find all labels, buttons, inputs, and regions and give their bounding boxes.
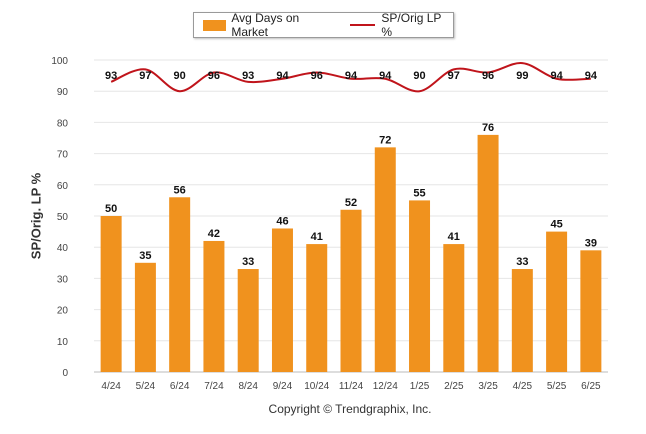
legend-swatch-line bbox=[350, 24, 376, 26]
y-tick-label: 80 bbox=[57, 118, 69, 129]
y-tick-label: 60 bbox=[57, 181, 69, 192]
x-axis: 4/24 5/24 6/24 7/24 8/24 9/24 10/24 11/24 12/24 1… bbox=[101, 381, 601, 392]
bar-5/25 bbox=[546, 231, 568, 372]
legend-item-bars[interactable]: Avg Days on Market bbox=[194, 11, 336, 39]
line-value-label: 97 bbox=[448, 70, 460, 82]
y-tick-label: 50 bbox=[57, 212, 69, 223]
line-value-label: 94 bbox=[276, 70, 289, 82]
bar-10/24 bbox=[306, 244, 328, 372]
bar-series bbox=[100, 134, 602, 372]
line-value-label: 94 bbox=[345, 70, 358, 82]
bar-5/24 bbox=[134, 262, 156, 372]
x-tick-label: 10/24 bbox=[304, 381, 329, 392]
x-tick-label: 8/24 bbox=[238, 381, 258, 392]
bar-value-label: 41 bbox=[448, 231, 460, 243]
bar-4/25 bbox=[511, 269, 533, 372]
x-tick-label: 5/25 bbox=[547, 381, 567, 392]
bar-12/24 bbox=[374, 147, 396, 372]
copyright-text: Copyright © Trendgraphix, Inc. bbox=[268, 402, 432, 416]
line-path bbox=[110, 62, 591, 93]
line-value-label: 94 bbox=[585, 70, 598, 82]
x-tick-label: 1/25 bbox=[410, 381, 430, 392]
bar-data-labels: 50 35 56 42 33 46 41 52 72 55 41 76 33 45 39 bbox=[105, 122, 597, 268]
line-value-label: 96 bbox=[208, 70, 220, 82]
bar-value-label: 56 bbox=[174, 184, 186, 196]
y-tick-label: 70 bbox=[57, 150, 69, 161]
bar-value-label: 46 bbox=[276, 215, 288, 227]
bar-value-label: 72 bbox=[379, 134, 391, 146]
x-tick-label: 6/25 bbox=[581, 381, 601, 392]
line-series bbox=[110, 62, 591, 93]
x-tick-label: 12/24 bbox=[373, 381, 398, 392]
line-value-label: 99 bbox=[516, 70, 528, 82]
bar-value-label: 42 bbox=[208, 228, 220, 240]
y-tick-label: 20 bbox=[57, 306, 69, 317]
bar-value-label: 76 bbox=[482, 122, 494, 134]
x-tick-label: 6/24 bbox=[170, 381, 190, 392]
legend-label-bars: Avg Days on Market bbox=[231, 11, 300, 39]
legend-label-line: SP/Orig LP % bbox=[381, 11, 442, 39]
bar-value-label: 35 bbox=[139, 250, 151, 262]
bar-11/24 bbox=[340, 209, 362, 372]
legend-item-line[interactable]: SP/Orig LP % bbox=[336, 11, 453, 39]
legend-swatch-bar bbox=[203, 19, 227, 31]
y-axis-label: SP/Orig. LP % bbox=[28, 172, 44, 260]
line-value-label: 90 bbox=[174, 70, 186, 82]
x-tick-label: 4/25 bbox=[513, 381, 533, 392]
bar-9/24 bbox=[271, 228, 293, 372]
bar-value-label: 39 bbox=[585, 237, 597, 249]
x-tick-label: 2/25 bbox=[444, 381, 464, 392]
bar-value-label: 52 bbox=[345, 197, 357, 209]
bar-value-label: 55 bbox=[413, 187, 425, 199]
line-value-label: 96 bbox=[482, 70, 494, 82]
bar-value-label: 50 bbox=[105, 203, 117, 215]
y-tick-label: 40 bbox=[57, 243, 69, 254]
line-value-label: 96 bbox=[311, 70, 323, 82]
line-value-label: 90 bbox=[413, 70, 425, 82]
bar-8/24 bbox=[237, 269, 259, 372]
x-tick-label: 7/24 bbox=[204, 381, 224, 392]
bar-value-label: 33 bbox=[516, 256, 528, 268]
line-data-labels: 93 97 90 96 93 94 96 94 94 90 97 96 99 94 94 bbox=[105, 70, 598, 82]
x-tick-label: 5/24 bbox=[136, 381, 156, 392]
line-value-label: 97 bbox=[139, 70, 151, 82]
bar-value-label: 41 bbox=[311, 231, 323, 243]
line-value-label: 94 bbox=[550, 70, 563, 82]
y-tick-label: 10 bbox=[57, 337, 69, 348]
y-tick-label: 90 bbox=[57, 87, 69, 98]
x-tick-label: 3/25 bbox=[478, 381, 498, 392]
legend: Avg Days on Market SP/Orig LP % bbox=[193, 11, 454, 39]
y-tick-label: 100 bbox=[51, 56, 68, 67]
bar-value-label: 45 bbox=[550, 219, 562, 231]
bar-1/25 bbox=[409, 200, 431, 372]
bar-value-label: 33 bbox=[242, 256, 254, 268]
bar-2/25 bbox=[443, 244, 465, 372]
bar-4/24 bbox=[100, 216, 122, 372]
bar-3/25 bbox=[477, 134, 499, 372]
bar-6/25 bbox=[580, 250, 602, 372]
y-axis: 0 10 20 30 40 50 60 70 80 90 100 bbox=[51, 56, 68, 379]
line-value-label: 94 bbox=[379, 70, 392, 82]
y-tick-label: 0 bbox=[62, 368, 68, 379]
x-tick-label: 4/24 bbox=[101, 381, 121, 392]
bar-6/24 bbox=[169, 197, 191, 372]
line-value-label: 93 bbox=[105, 70, 117, 82]
bar-7/24 bbox=[203, 240, 225, 372]
x-tick-label: 9/24 bbox=[273, 381, 293, 392]
y-tick-label: 30 bbox=[57, 274, 69, 285]
line-value-label: 93 bbox=[242, 70, 254, 82]
x-tick-label: 11/24 bbox=[339, 381, 364, 392]
